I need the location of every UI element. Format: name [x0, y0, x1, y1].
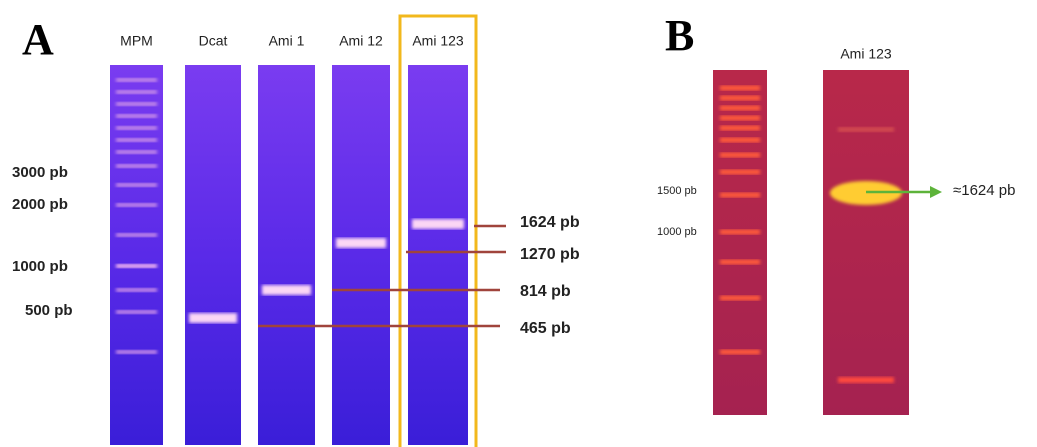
- sample-band: [336, 238, 386, 248]
- ladder-band: [116, 102, 157, 106]
- marker-label: 2000 pb: [12, 196, 68, 213]
- sample-band: [262, 285, 311, 295]
- ladder-band: [116, 126, 157, 130]
- ladder-band: [720, 295, 760, 301]
- ladder-band: [116, 310, 157, 314]
- highlight-box: [398, 14, 478, 447]
- gel-lane: [110, 65, 163, 445]
- lane-label: Ami 1: [269, 33, 305, 49]
- band-label: 1270 pb: [520, 246, 580, 263]
- ladder-band: [720, 192, 760, 198]
- marker-label: 1000 pb: [657, 226, 697, 238]
- ladder-band: [116, 114, 157, 118]
- ladder-band: [116, 350, 157, 354]
- gel-lane: [713, 70, 767, 415]
- ladder-band: [720, 349, 760, 355]
- lane-label: Dcat: [199, 33, 228, 49]
- band-label: 1624 pb: [520, 214, 580, 231]
- gel-b: [720, 85, 902, 383]
- ladder-band: [720, 85, 760, 91]
- ladder-band: [116, 203, 157, 207]
- marker-label: 1500 pb: [657, 185, 697, 197]
- gel-lane: [258, 65, 315, 445]
- ladder-band: [720, 229, 760, 235]
- gel-lane: [332, 65, 390, 445]
- sample-band: [189, 313, 237, 323]
- ladder-band: [116, 90, 157, 94]
- gel-lane: [823, 70, 909, 415]
- marker-label: 3000 pb: [12, 164, 68, 181]
- gel-lane: [185, 65, 241, 445]
- lane-label: Ami 12: [339, 33, 383, 49]
- ladder-band: [116, 164, 157, 168]
- ladder-band: [116, 78, 157, 82]
- ladder-band: [720, 137, 760, 143]
- ladder-band: [720, 259, 760, 265]
- lane-label: Ami 123: [412, 33, 464, 49]
- marker-label: 1000 pb: [12, 258, 68, 275]
- ladder-band: [116, 183, 157, 187]
- gel-a: [110, 65, 468, 445]
- ladder-band: [720, 169, 760, 175]
- ladder-band: [116, 138, 157, 142]
- ladder-band: [720, 115, 760, 121]
- gel-lane: [408, 65, 468, 445]
- ladder-band: [116, 288, 157, 292]
- panel-letter: A: [22, 15, 54, 64]
- ladder-band: [720, 125, 760, 131]
- ladder-band: [720, 152, 760, 158]
- marker-label: 500 pb: [25, 302, 73, 319]
- lane-label: Ami 123: [840, 46, 892, 62]
- band-label: 465 pb: [520, 320, 571, 337]
- ladder-band: [116, 233, 157, 237]
- sample-band: [412, 219, 464, 229]
- ladder-band: [720, 95, 760, 101]
- band-label: 814 pb: [520, 283, 571, 300]
- ladder-band: [116, 150, 157, 154]
- faint-band: [838, 377, 894, 383]
- panel-letter: B: [665, 11, 694, 60]
- ladder-band: [116, 264, 157, 268]
- pointer-lines: [258, 224, 506, 328]
- arrow-head: [930, 186, 942, 198]
- band-label: ≈1624 pb: [953, 182, 1015, 199]
- faint-band: [838, 127, 894, 132]
- lane-label: MPM: [120, 33, 153, 49]
- ladder-band: [720, 105, 760, 111]
